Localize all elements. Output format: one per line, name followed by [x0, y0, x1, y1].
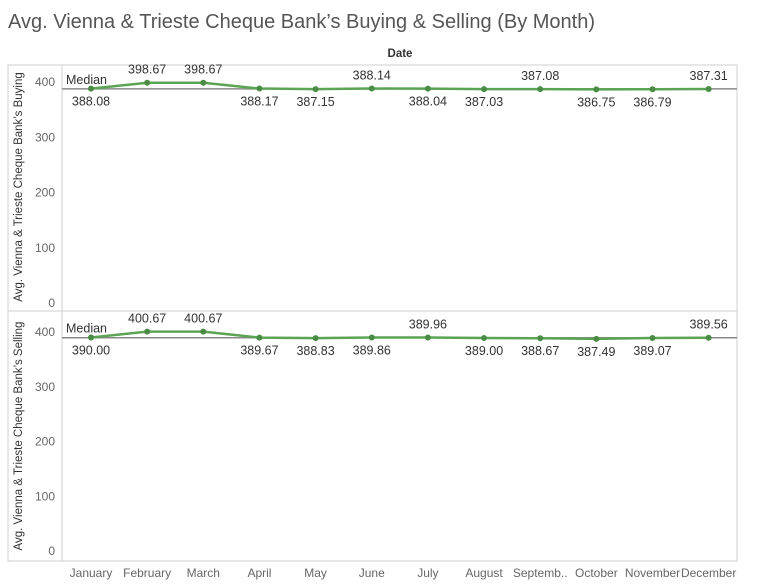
data-label: 400.67	[128, 312, 166, 326]
data-label: 389.86	[353, 344, 391, 358]
panel-buying: Avg. Vienna & Trieste Cheque Bank’s Buyi…	[13, 63, 737, 310]
data-point	[481, 335, 488, 342]
data-point	[705, 86, 712, 93]
data-label: 388.04	[409, 95, 447, 109]
x-tick-label: May	[304, 566, 327, 580]
chart-title: Avg. Vienna & Trieste Cheque Bank’s Buyi…	[8, 11, 595, 33]
data-point	[312, 335, 319, 342]
panel-selling: Avg. Vienna & Trieste Cheque Bank’s Sell…	[13, 312, 737, 558]
data-label: 389.96	[409, 317, 447, 331]
x-tick-label: August	[465, 566, 503, 580]
data-point	[312, 86, 319, 93]
data-point	[88, 334, 94, 341]
data-label: 386.79	[633, 95, 671, 109]
data-point	[200, 79, 207, 86]
data-point	[88, 85, 94, 92]
y-tick-label: 200	[35, 435, 55, 449]
y-axis-title: Avg. Vienna & Trieste Cheque Bank’s Sell…	[13, 322, 25, 551]
data-label: 388.67	[521, 344, 559, 358]
x-tick-label: December	[681, 566, 736, 580]
y-tick-label: 300	[35, 130, 55, 144]
x-tick-label: June	[359, 566, 385, 580]
y-tick-label: 0	[48, 296, 55, 310]
data-point	[537, 335, 544, 342]
data-point	[256, 334, 263, 341]
y-tick-label: 0	[48, 544, 55, 558]
data-point	[593, 86, 600, 93]
median-reference-label: Median	[66, 322, 107, 336]
data-point	[705, 334, 712, 341]
data-label: 388.83	[296, 344, 334, 358]
data-label: 398.67	[184, 63, 222, 77]
data-point	[144, 79, 151, 86]
x-axis-title: Date	[388, 48, 413, 60]
x-tick-label: February	[123, 566, 171, 580]
data-label: 389.00	[465, 344, 503, 358]
data-label: 388.14	[353, 69, 391, 83]
data-label: 387.03	[465, 95, 503, 109]
data-point	[481, 86, 488, 93]
data-point	[144, 328, 151, 335]
data-label: 389.07	[633, 344, 671, 358]
data-point	[424, 334, 431, 341]
panel-frame-selling	[7, 310, 738, 562]
data-label: 387.31	[690, 69, 728, 83]
y-tick-label: 100	[35, 489, 55, 503]
y-tick-label: 400	[35, 325, 55, 339]
median-reference-label: Median	[66, 73, 107, 87]
series-line	[90, 81, 709, 91]
data-label: 389.67	[240, 344, 278, 358]
data-label: 388.08	[72, 95, 110, 109]
y-tick-label: 400	[35, 75, 55, 89]
data-point	[649, 334, 656, 341]
y-axis-title: Avg. Vienna & Trieste Cheque Bank’s Buyi…	[13, 72, 25, 302]
panel-frame-buying	[7, 64, 738, 312]
data-label: 389.56	[690, 318, 728, 332]
y-tick-label: 300	[35, 380, 55, 394]
data-label: 386.75	[577, 95, 615, 109]
data-point	[256, 85, 263, 92]
data-label: 387.49	[577, 345, 615, 359]
data-label: 387.15	[296, 95, 334, 109]
data-point	[368, 85, 375, 92]
x-axis-ticks: January February March April May June July Augu…	[70, 566, 737, 580]
data-point	[649, 86, 656, 93]
x-tick-label: November	[625, 566, 680, 580]
data-point	[424, 85, 431, 92]
data-label: 398.67	[128, 63, 166, 77]
y-tick-label: 100	[35, 241, 55, 255]
x-tick-label: January	[70, 566, 113, 580]
x-tick-label: October	[575, 566, 618, 580]
data-label: 387.08	[521, 69, 559, 83]
x-tick-label: July	[417, 566, 438, 580]
series-line	[90, 330, 709, 341]
data-point	[368, 334, 375, 341]
x-tick-label: March	[187, 566, 220, 580]
x-tick-label: Septemb..	[513, 566, 568, 580]
data-point	[593, 335, 600, 342]
data-label: 400.67	[184, 312, 222, 326]
data-point	[200, 328, 207, 335]
x-tick-label: April	[247, 566, 271, 580]
data-point	[537, 86, 544, 93]
y-tick-label: 200	[35, 186, 55, 200]
data-label: 390.00	[72, 343, 110, 357]
data-label: 388.17	[240, 95, 278, 109]
